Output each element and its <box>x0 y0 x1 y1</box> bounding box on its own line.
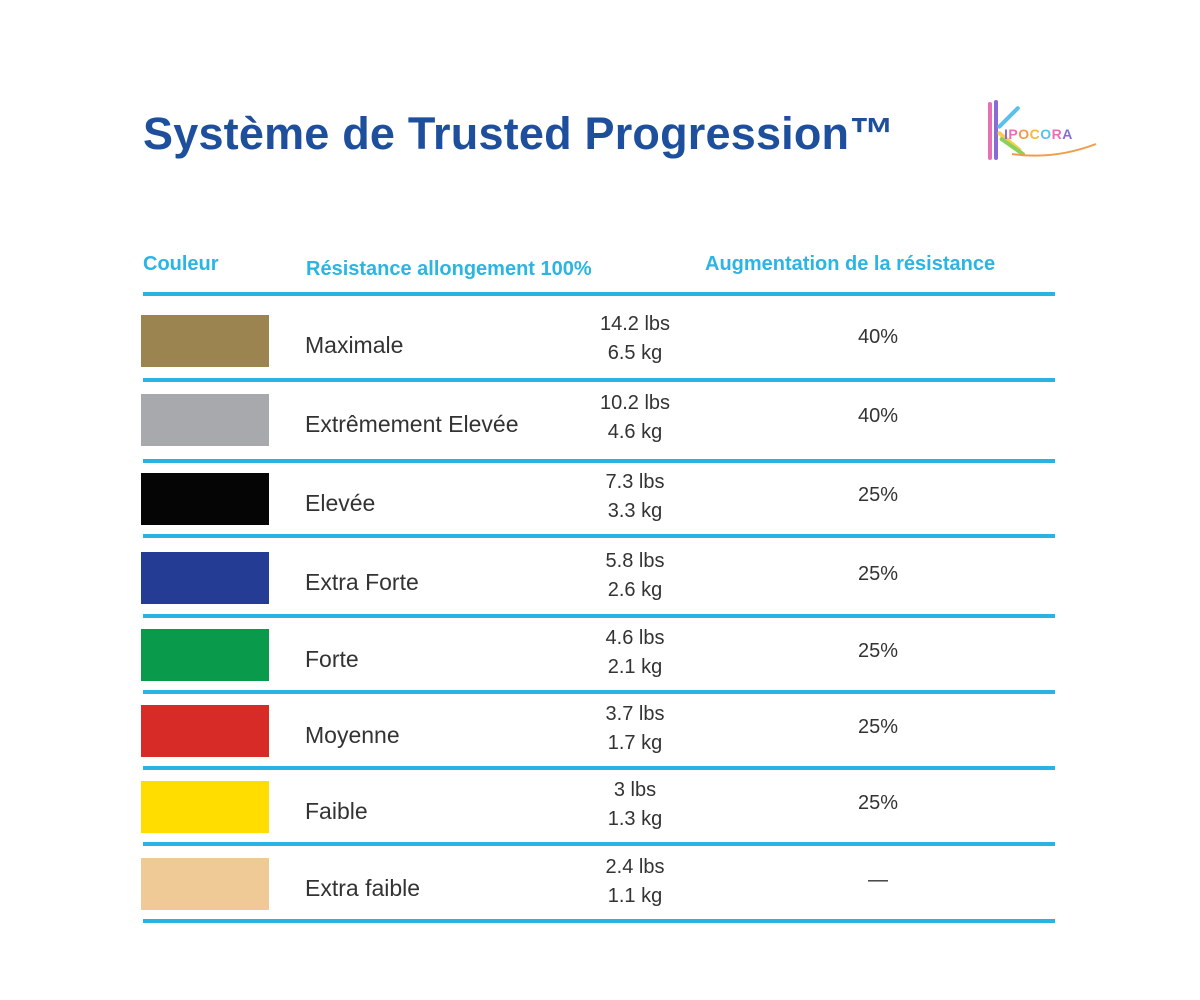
table-row: Elevée 7.3 lbs 3.3 kg 25% <box>0 458 1200 538</box>
table-row: Maximale 14.2 lbs 6.5 kg 40% <box>0 300 1200 380</box>
color-swatch <box>141 552 269 604</box>
resistance-level-name: Elevée <box>305 490 376 516</box>
weight-kg: 1.7 kg <box>607 732 663 754</box>
resistance-weights: 3.7 lbs 1.7 kg <box>560 700 710 758</box>
resistance-increase: 25% <box>857 716 899 738</box>
row-divider <box>143 919 1055 923</box>
table-row: Moyenne 3.7 lbs 1.7 kg 25% <box>0 690 1200 770</box>
resistance-level-name: Extrêmement Elevée <box>305 411 519 437</box>
resistance-weights: 4.6 lbs 2.1 kg <box>560 624 710 682</box>
resistance-weights: 10.2 lbs 4.6 kg <box>560 389 710 447</box>
resistance-weights: 7.3 lbs 3.3 kg <box>560 468 710 526</box>
header-increase: Augmentation de la résistance <box>705 253 996 275</box>
weight-lbs: 10.2 lbs <box>599 392 671 414</box>
color-swatch <box>141 394 269 446</box>
weight-lbs: 4.6 lbs <box>605 627 665 649</box>
logo-text: IPOCORA <box>1004 126 1073 142</box>
weight-kg: 1.3 kg <box>607 808 663 830</box>
weight-kg: 6.5 kg <box>607 342 663 364</box>
row-divider <box>143 614 1055 618</box>
weight-kg: 1.1 kg <box>607 885 663 907</box>
resistance-increase: 40% <box>857 405 899 427</box>
weight-kg: 4.6 kg <box>607 421 663 443</box>
row-divider <box>143 690 1055 694</box>
weight-lbs: 14.2 lbs <box>599 313 671 335</box>
page-title: Système de Trusted Progression™ <box>143 108 895 159</box>
row-divider <box>143 378 1055 382</box>
resistance-increase: 25% <box>857 640 899 662</box>
color-swatch <box>141 858 269 910</box>
resistance-level-name: Moyenne <box>305 722 400 748</box>
color-swatch <box>141 315 269 367</box>
resistance-increase: — <box>868 869 888 891</box>
weight-lbs: 2.4 lbs <box>605 856 665 878</box>
resistance-level-name: Extra Forte <box>305 569 419 595</box>
kipocora-logo: IPOCORA <box>984 96 1108 168</box>
resistance-level-name: Forte <box>305 646 359 672</box>
resistance-increase: 40% <box>857 326 899 348</box>
table-row: Extrêmement Elevée 10.2 lbs 4.6 kg 40% <box>0 379 1200 459</box>
table-row: Faible 3 lbs 1.3 kg 25% <box>0 766 1200 846</box>
header-color: Couleur <box>143 253 219 275</box>
color-swatch <box>141 705 269 757</box>
table-row: Extra faible 2.4 lbs 1.1 kg — <box>0 843 1200 923</box>
table-row: Extra Forte 5.8 lbs 2.6 kg 25% <box>0 537 1200 617</box>
row-divider <box>143 766 1055 770</box>
logo-k-mark-icon <box>988 100 1097 160</box>
weight-kg: 3.3 kg <box>607 500 663 522</box>
resistance-level-name: Maximale <box>305 332 404 358</box>
color-swatch <box>141 781 269 833</box>
resistance-level-name: Faible <box>305 798 368 824</box>
weight-lbs: 5.8 lbs <box>605 550 665 572</box>
row-divider <box>143 534 1055 538</box>
header-resistance: Résistance allongement 100% <box>306 258 592 280</box>
weight-kg: 2.6 kg <box>607 579 663 601</box>
row-divider <box>143 842 1055 846</box>
weight-lbs: 3 lbs <box>613 779 657 801</box>
weight-lbs: 3.7 lbs <box>605 703 665 725</box>
header-divider <box>143 292 1055 296</box>
resistance-increase: 25% <box>857 792 899 814</box>
weight-kg: 2.1 kg <box>607 656 663 678</box>
resistance-increase: 25% <box>857 484 899 506</box>
resistance-weights: 3 lbs 1.3 kg <box>560 776 710 834</box>
resistance-level-name: Extra faible <box>305 875 421 901</box>
resistance-weights: 5.8 lbs 2.6 kg <box>560 547 710 605</box>
table-row: Forte 4.6 lbs 2.1 kg 25% <box>0 614 1200 694</box>
resistance-weights: 2.4 lbs 1.1 kg <box>560 853 710 911</box>
resistance-increase: 25% <box>857 563 899 585</box>
color-swatch <box>141 629 269 681</box>
resistance-weights: 14.2 lbs 6.5 kg <box>560 310 710 368</box>
row-divider <box>143 459 1055 463</box>
weight-lbs: 7.3 lbs <box>605 471 665 493</box>
color-swatch <box>141 473 269 525</box>
